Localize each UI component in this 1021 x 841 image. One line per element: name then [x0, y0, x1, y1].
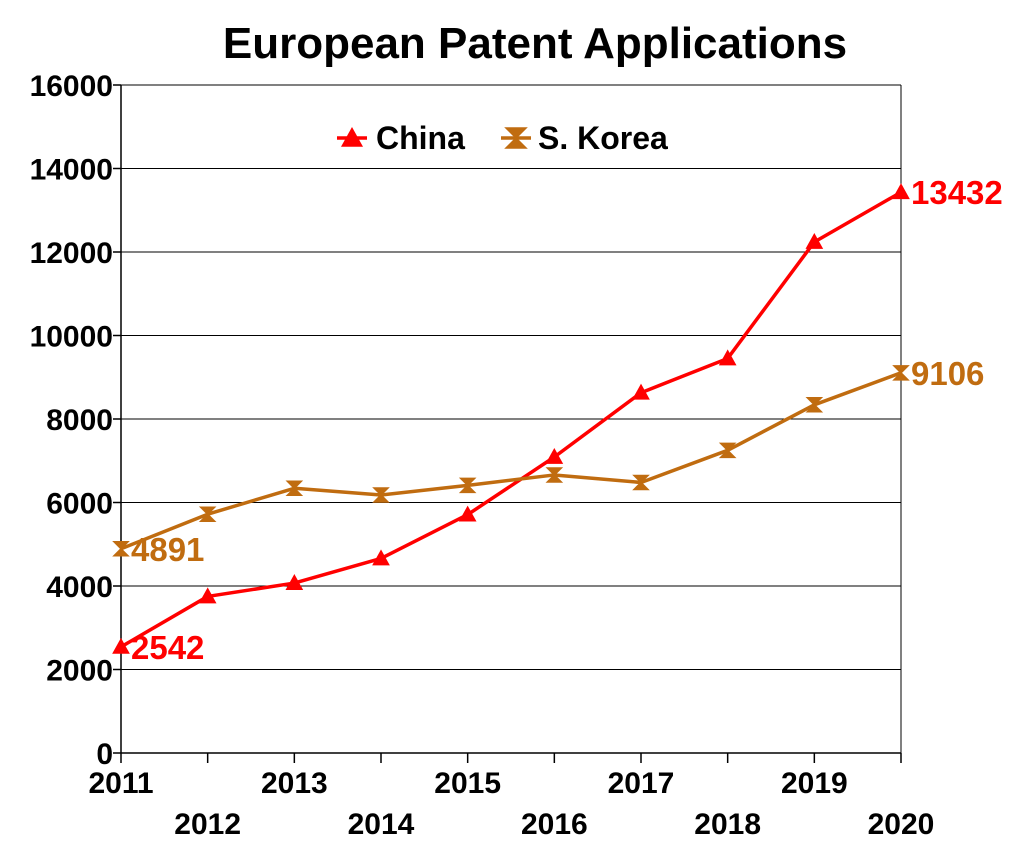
x-tick-label-2017: 2017 [608, 767, 675, 800]
y-tick-label-2000: 2000 [46, 655, 113, 688]
x-tick-label-2011: 2011 [88, 767, 153, 800]
y-tick-label-4000: 4000 [46, 571, 113, 604]
data-labels: 2542 13432 4891 9106 [131, 174, 1003, 666]
legend-label-china: China [376, 120, 465, 156]
point-s-korea-2019 [805, 397, 824, 413]
y-tick-label-14000: 14000 [30, 154, 113, 187]
point-s-korea-2014 [372, 487, 390, 503]
point-s-korea-2011 [112, 541, 130, 557]
data-label-china-2011: 2542 [131, 629, 204, 666]
series-line-china [120, 190, 902, 649]
point-s-korea-2016 [545, 467, 564, 483]
x-tick-label-2013: 2013 [261, 767, 328, 800]
x-tick-label-2020: 2020 [868, 808, 935, 841]
legend-marker-china [341, 127, 363, 147]
gridlines [121, 84, 901, 670]
data-label-s-korea-2020: 9106 [911, 355, 984, 392]
point-s-korea-2015 [458, 477, 477, 494]
point-china-2020 [892, 183, 910, 200]
y-tick-label-0: 0 [96, 738, 113, 771]
x-tick-label-2018: 2018 [694, 808, 761, 841]
y-tick-label-8000: 8000 [46, 404, 113, 437]
legend: China S. Korea [337, 120, 668, 156]
x-tick-label-2019: 2019 [781, 767, 848, 800]
point-china-2016 [545, 447, 564, 464]
y-tick-label-16000: 16000 [30, 70, 113, 103]
point-s-korea-2018 [718, 442, 737, 459]
series-line-s-korea [120, 371, 902, 551]
point-china-2015 [458, 505, 477, 522]
y-tick-label-6000: 6000 [46, 488, 113, 521]
x-tick-label-2015: 2015 [434, 767, 501, 800]
point-s-korea-2012 [198, 506, 217, 522]
y-tick-label-10000: 10000 [30, 321, 113, 354]
point-china-2013 [285, 574, 304, 590]
y-tick-label-12000: 12000 [30, 237, 113, 270]
series [112, 183, 910, 654]
chart-title: European Patent Applications [223, 19, 847, 68]
x-tick-label-2016: 2016 [521, 808, 588, 841]
data-label-china-2020: 13432 [911, 174, 1003, 211]
axes: 0 2000 4000 6000 8000 10000 12000 14000 16000 201… [30, 70, 935, 841]
point-s-korea-2017 [632, 474, 650, 491]
x-tick-label-2014: 2014 [348, 808, 415, 841]
point-china-2014 [372, 549, 390, 566]
point-china-2018 [718, 349, 737, 366]
point-china-2017 [632, 383, 650, 400]
point-china-2019 [805, 232, 824, 249]
point-china-2012 [198, 587, 217, 604]
data-label-s-korea-2011: 4891 [131, 531, 204, 568]
point-s-korea-2013 [285, 480, 304, 497]
point-s-korea-2020 [892, 365, 910, 381]
legend-marker-s-korea [504, 127, 528, 149]
point-china-2011 [112, 637, 130, 654]
legend-label-s-korea: S. Korea [538, 120, 668, 156]
x-tick-label-2012: 2012 [174, 808, 241, 841]
